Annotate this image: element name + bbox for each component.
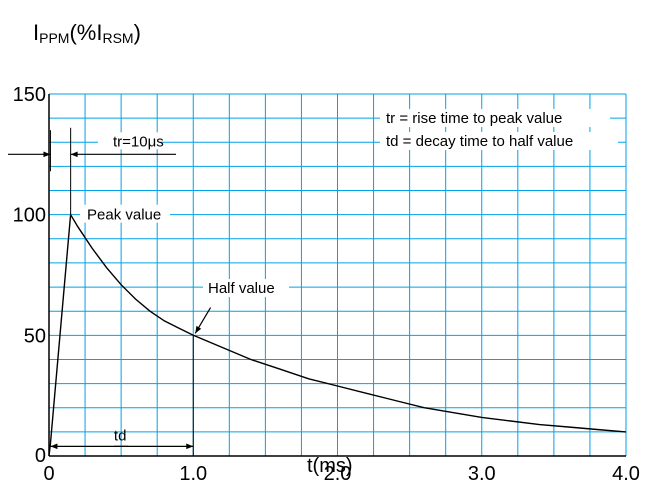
tick-labels: 0 1.0 2.0 3.0 4.0 50 100 150 0 xyxy=(13,84,640,485)
series-line xyxy=(48,212,627,457)
y-axis-label-part: PPM xyxy=(39,30,69,46)
annotations: tr=10μs Peak value Half value td xyxy=(8,127,289,456)
y-tick-label: 100 xyxy=(13,205,46,227)
y-axis-label-part: RSM xyxy=(102,30,133,46)
legend-line1: tr = rise time to peak value xyxy=(386,110,562,127)
y-axis-label: IPPM(%IRSM) xyxy=(33,20,141,46)
tr-label: tr=10μs xyxy=(113,133,164,150)
y-tick-label: 0 xyxy=(35,445,46,467)
legend: tr = rise time to peak value td = decay … xyxy=(380,109,618,150)
x-tick-label: 1.0 xyxy=(179,463,207,485)
y-tick-label: 150 xyxy=(13,84,46,106)
series xyxy=(48,212,627,457)
x-tick-label: 2.0 xyxy=(324,463,352,485)
y-axis-label-part: ) xyxy=(134,20,141,45)
y-axis-label-part: I xyxy=(33,20,39,45)
peak-label: Peak value xyxy=(87,207,161,224)
tr-label-bg xyxy=(98,132,160,150)
peak-label-bg xyxy=(80,204,170,223)
y-tick-label: 50 xyxy=(24,325,46,347)
y-axis-label-part: (%I xyxy=(69,20,102,45)
x-axis-label: t(ms) xyxy=(307,455,353,477)
legend-line1-bg xyxy=(380,109,610,127)
half-label: Half value xyxy=(208,280,275,297)
legend-line2: td = decay time to half value xyxy=(386,133,573,150)
half-label-bg xyxy=(203,279,289,298)
x-tick-label: 0 xyxy=(43,463,54,485)
half-value-arrow xyxy=(194,307,212,334)
x-tick-label: 3.0 xyxy=(468,463,496,485)
x-tick-label: 4.0 xyxy=(612,463,640,485)
td-label: td xyxy=(114,427,127,444)
legend-line2-bg xyxy=(380,132,618,150)
